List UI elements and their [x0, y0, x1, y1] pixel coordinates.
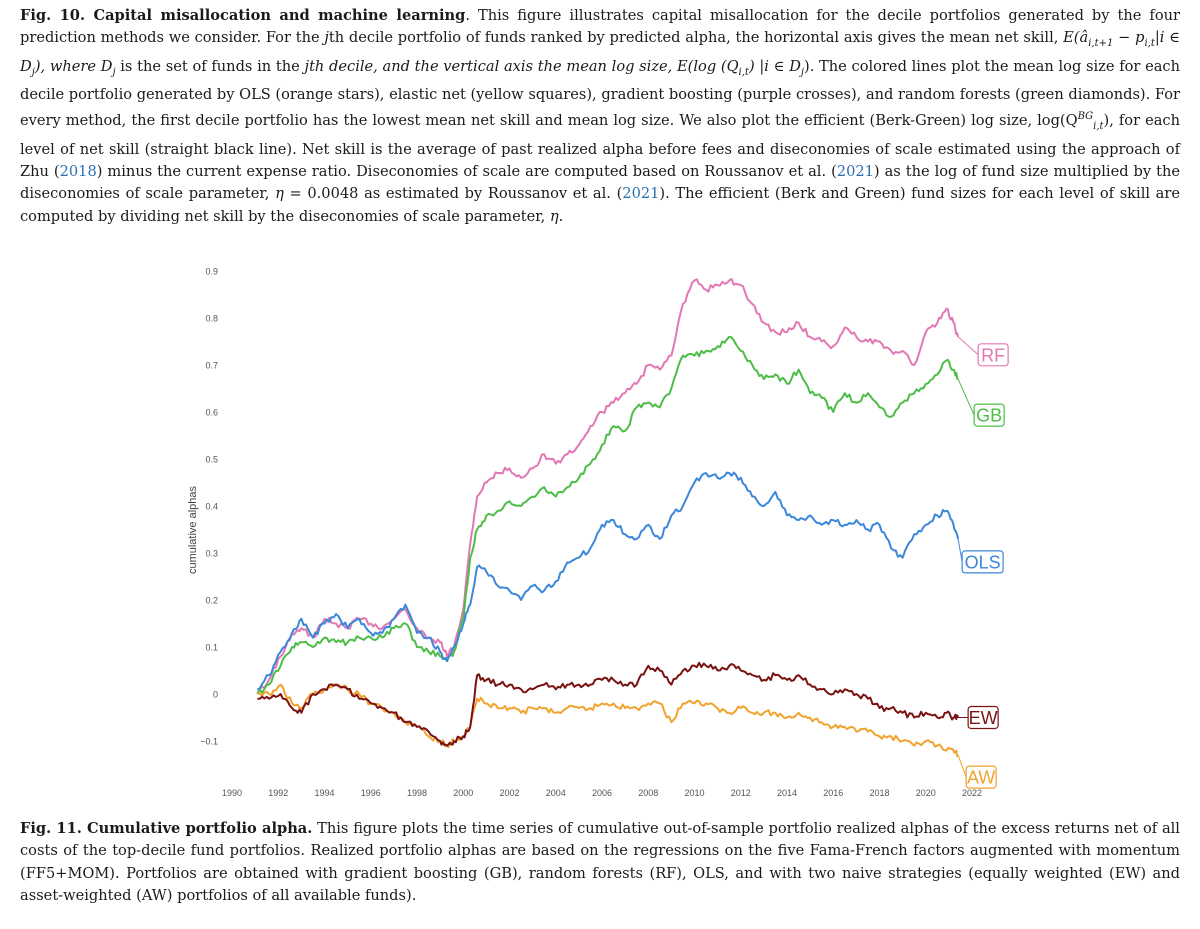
figure-11-label: Fig. 11. Cumulative portfolio alpha. [20, 820, 313, 837]
y-tick-label: 0.8 [205, 314, 218, 324]
series-line-aw [257, 683, 959, 757]
caption-fragment: ) minus the current expense ratio. Disec… [96, 163, 837, 181]
caption-fragment: th decile portfolio of funds ranked by p… [328, 29, 1064, 47]
caption-fragment: j [304, 57, 310, 75]
x-tick-label: 2006 [592, 788, 612, 798]
svg-text:EW: EW [969, 708, 998, 728]
caption-fragment: . This figure illustrates capital misall… [20, 7, 1180, 47]
figure-10-label: Fig. 10. Capital misallocation and machi… [20, 7, 466, 24]
caption-fragment: BG [1077, 111, 1094, 123]
x-tick-label: 2016 [823, 788, 843, 798]
svg-text:AW: AW [967, 768, 995, 788]
y-tick-label: −0.1 [200, 737, 218, 747]
y-tick-label: 0.6 [205, 408, 218, 418]
y-tick-label: 0.9 [205, 267, 218, 277]
x-tick-label: 2018 [869, 788, 889, 798]
series-label-ols: OLS [957, 538, 1004, 574]
cumulative-alpha-chart: cumulative alphas −0.1 0 0.1 0.2 0.3 0.4 0.5 0.… [187, 267, 1009, 798]
x-tick-label: 2008 [638, 788, 658, 798]
y-tick-labels: −0.1 0 0.1 0.2 0.3 0.4 0.5 0.6 0.7 0.8 0.9 [200, 267, 218, 747]
y-tick-label: 0.5 [205, 455, 218, 465]
caption-fragment: E(â [1063, 29, 1089, 47]
x-tick-label: 2022 [962, 788, 982, 798]
x-tick-label: 2002 [499, 788, 519, 798]
caption-fragment: |i ∈ D [20, 29, 1180, 75]
series-lines [256, 278, 960, 757]
caption-fragment: ). The colored lines plot the mean log s… [20, 57, 1180, 130]
caption-fragment: ), where D [34, 57, 113, 75]
y-tick-label: 0.2 [205, 596, 218, 606]
x-tick-label: 1992 [268, 788, 288, 798]
svg-text:RF: RF [981, 345, 1005, 365]
series-label-rf: RF [957, 336, 1009, 367]
svg-text:OLS: OLS [965, 552, 1001, 572]
caption-fragment: η [549, 207, 559, 225]
x-tick-label: 2020 [916, 788, 936, 798]
citation-year[interactable]: 2018 [59, 163, 97, 181]
caption-fragment: th decile, and the vertical axis the mea… [309, 57, 739, 75]
caption-fragment: j [31, 66, 35, 78]
x-tick-label: 2004 [546, 788, 566, 798]
y-axis-title-group: cumulative alphas [187, 485, 199, 574]
series-line-ols [257, 471, 960, 691]
caption-fragment: ), for each level of net skill (straight… [20, 112, 1181, 181]
y-tick-label: 0.4 [205, 502, 218, 512]
caption-fragment: ) as the log of fund size multiplied by … [20, 163, 1180, 203]
x-tick-label: 1994 [314, 788, 334, 798]
caption-fragment: = 0.0048 as estimated by Roussanov et al… [283, 185, 623, 203]
x-tick-label: 1990 [222, 788, 242, 798]
series-line-rf [256, 278, 960, 695]
citation-year[interactable]: 2021 [836, 163, 874, 181]
x-tick-label: 2010 [684, 788, 704, 798]
y-tick-label: 0.3 [205, 549, 218, 559]
caption-fragment: η [275, 185, 284, 203]
caption-fragment: i,t+1 [1088, 38, 1114, 50]
caption-fragment: j [324, 29, 329, 47]
y-axis-title: cumulative alphas [187, 485, 199, 574]
series-end-labels: RF GB OLS AW EW [957, 336, 1009, 789]
caption-fragment: i,t [738, 66, 749, 78]
series-label-aw: AW [957, 754, 997, 789]
figure-10-caption: Fig. 10. Capital misallocation and machi… [20, 5, 1180, 228]
x-tick-label: 2000 [453, 788, 473, 798]
x-tick-label: 2014 [777, 788, 797, 798]
caption-fragment: ) |i ∈ D [748, 57, 801, 75]
y-tick-label: 0 [213, 690, 218, 700]
caption-fragment: is the set of funds in the [115, 57, 305, 75]
caption-fragment: − p [1113, 29, 1145, 47]
caption-fragment: j [112, 66, 116, 78]
x-tick-label: 2012 [731, 788, 751, 798]
figure-11-caption: Fig. 11. Cumulative portfolio alpha. Thi… [20, 818, 1180, 908]
caption-fragment: ). The efficient (Berk and Green) fund s… [20, 185, 1180, 225]
caption-fragment: i,t [1144, 38, 1155, 50]
caption-fragment: . [558, 207, 564, 225]
x-tick-label: 1996 [361, 788, 381, 798]
caption-fragment: j [800, 66, 804, 78]
series-line-gb [256, 335, 959, 695]
y-tick-label: 0.7 [205, 361, 218, 371]
svg-text:GB: GB [976, 406, 1002, 426]
x-tick-labels: 1990 1992 1994 1996 1998 2000 2002 2004 2006 2008… [222, 788, 982, 798]
citation-year[interactable]: 2021 [622, 185, 660, 203]
figure-11-text: This figure plots the time series of cum… [20, 820, 1180, 905]
series-label-ew: EW [958, 705, 999, 730]
series-line-ew [257, 661, 960, 747]
y-tick-label: 0.1 [205, 643, 218, 653]
series-label-gb: GB [957, 378, 1005, 427]
caption-fragment: i,t [1093, 121, 1104, 133]
x-tick-label: 1998 [407, 788, 427, 798]
